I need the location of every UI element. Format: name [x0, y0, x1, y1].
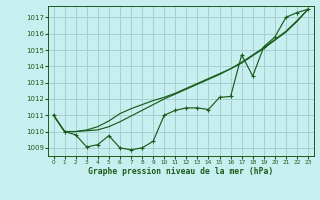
- X-axis label: Graphe pression niveau de la mer (hPa): Graphe pression niveau de la mer (hPa): [88, 167, 273, 176]
